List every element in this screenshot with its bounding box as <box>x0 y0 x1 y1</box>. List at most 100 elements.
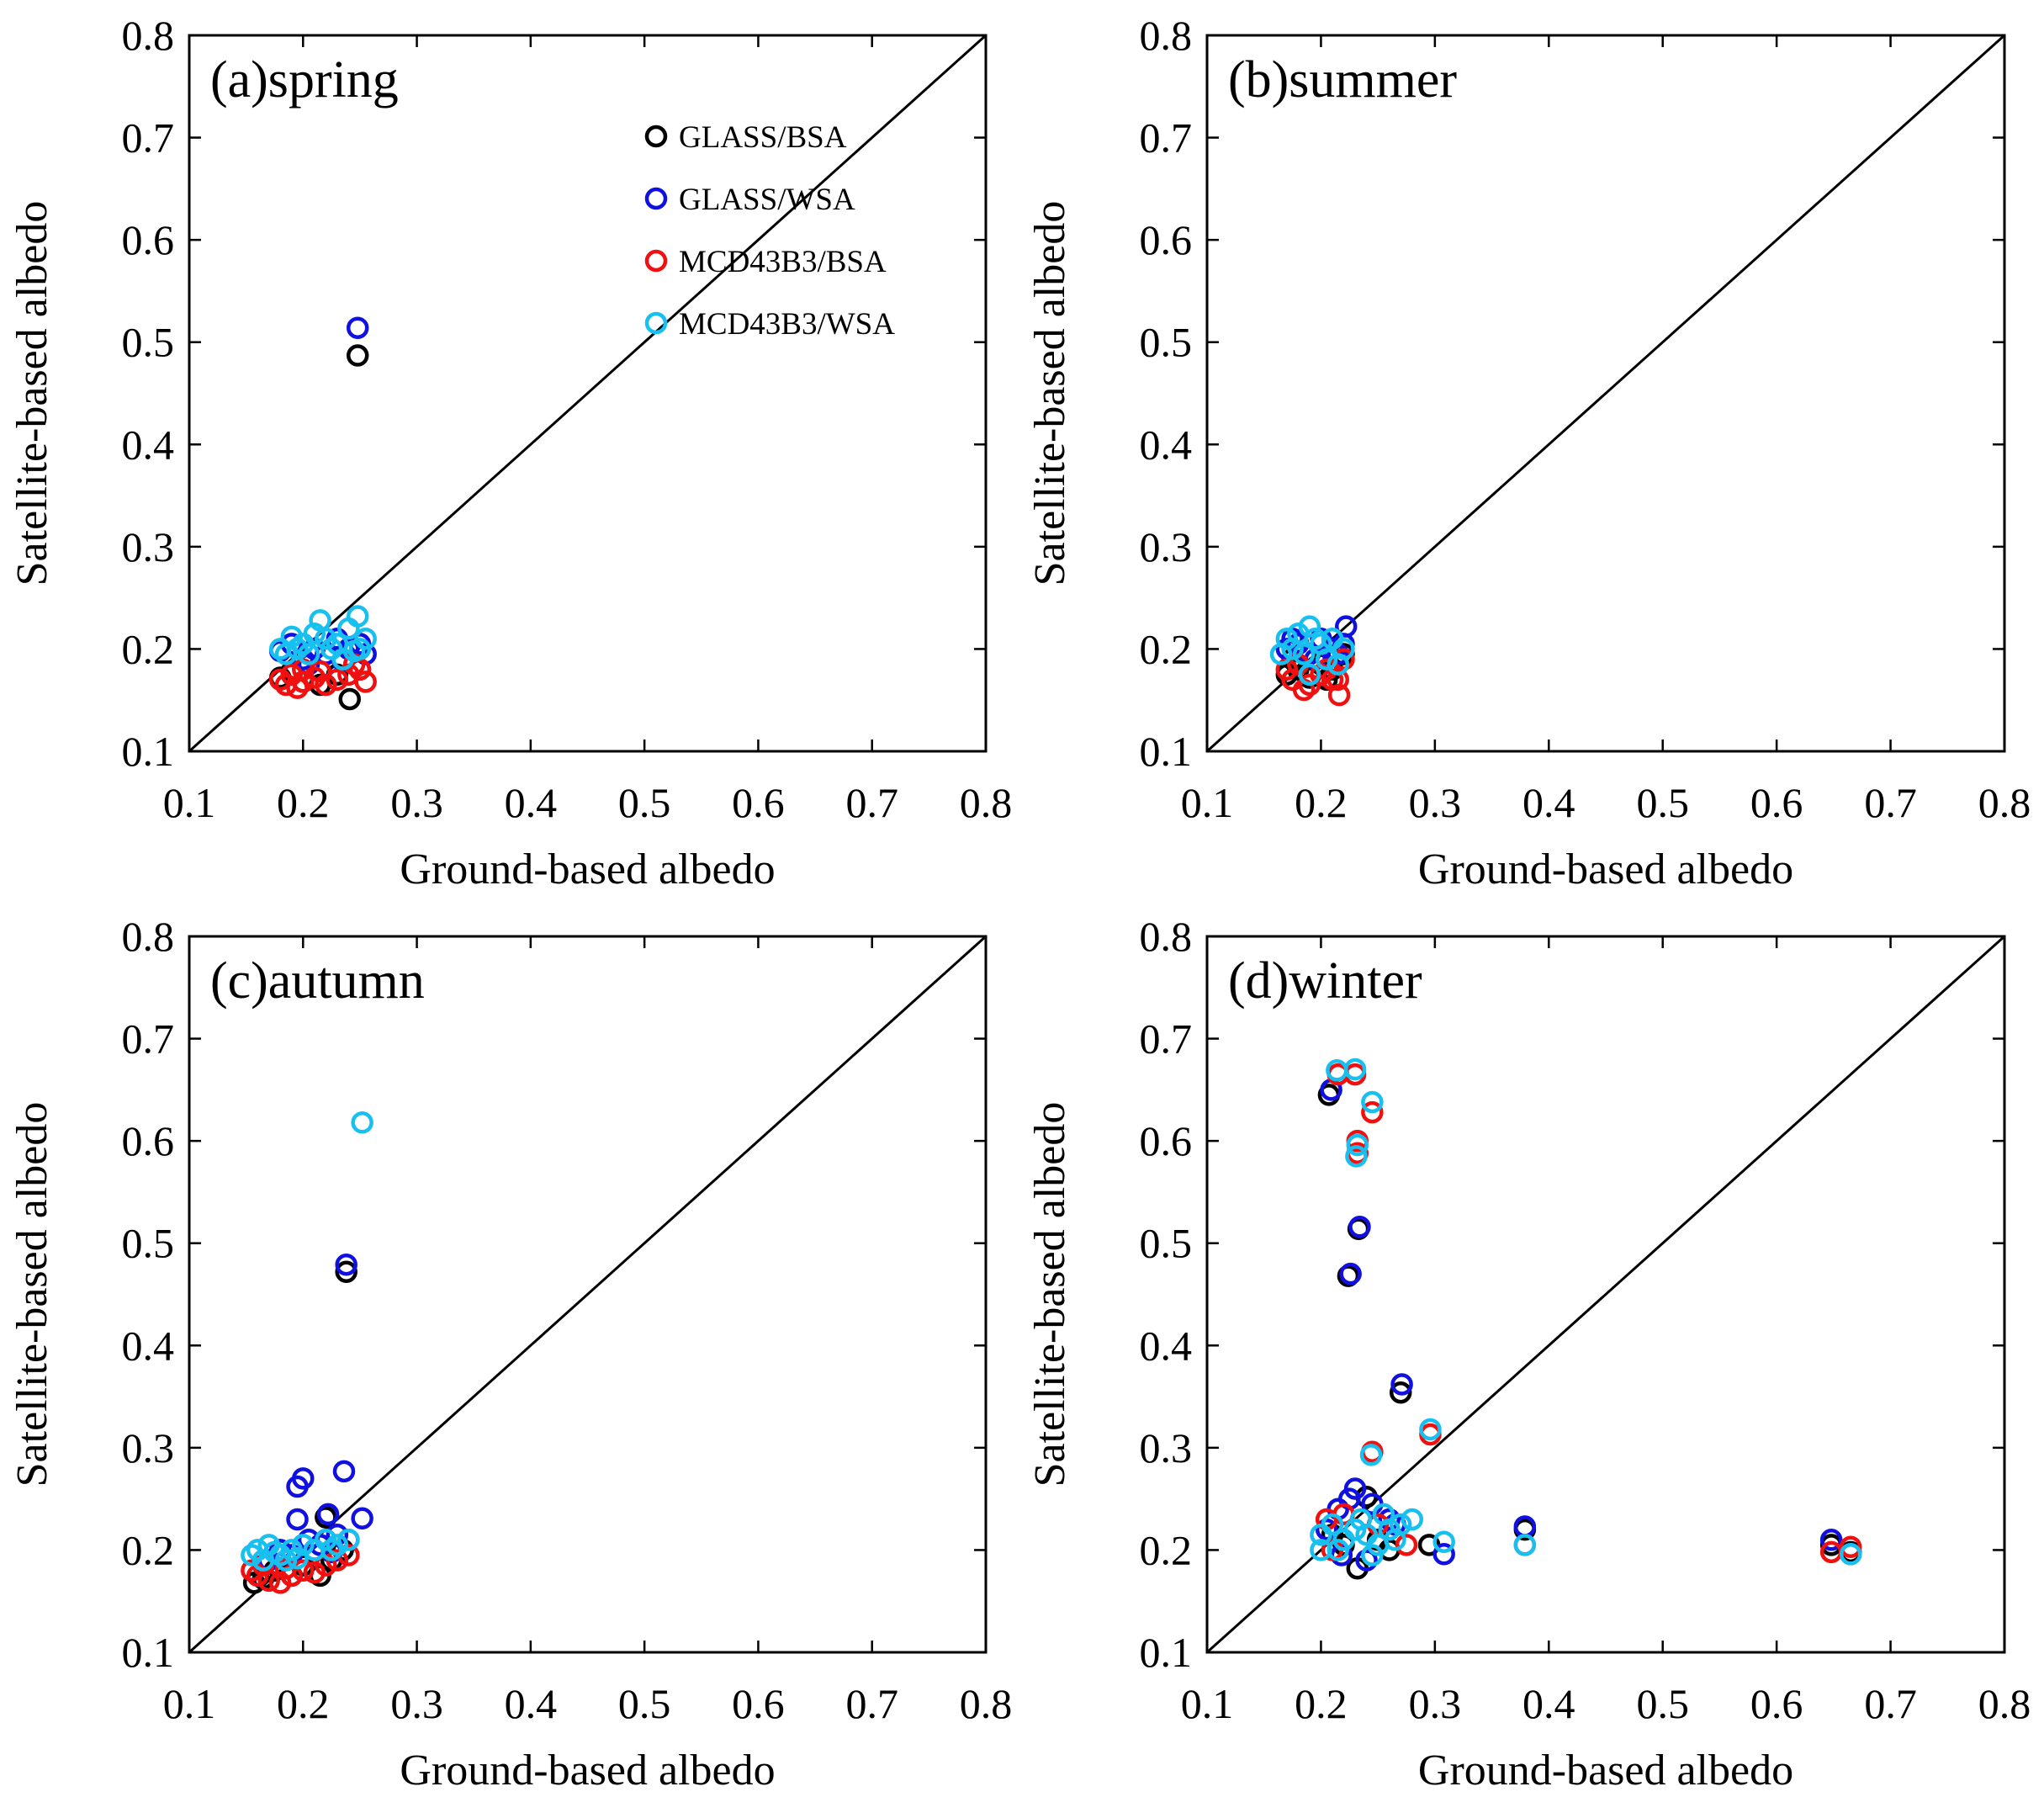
legend-marker <box>644 311 668 335</box>
panel-title: (c)autumn <box>210 952 425 1010</box>
data-point <box>338 687 362 711</box>
data-point <box>1348 1216 1371 1238</box>
y-tick-label: 0.5 <box>1140 319 1193 366</box>
data-point <box>1326 668 1349 692</box>
series-mcd43b3-wsa <box>268 605 377 671</box>
x-tick-label: 0.3 <box>390 779 443 826</box>
data-point <box>1321 1513 1344 1536</box>
x-tick-label: 0.6 <box>732 779 785 826</box>
x-tick-label: 0.5 <box>1636 1680 1689 1727</box>
data-point <box>1372 1503 1395 1526</box>
data-point <box>1310 1539 1332 1561</box>
data-point <box>346 344 369 367</box>
y-tick-label: 0.8 <box>1140 913 1193 960</box>
data-point <box>274 643 298 665</box>
data-point <box>1315 648 1338 671</box>
data-point <box>1432 1530 1455 1553</box>
x-tick-label: 0.2 <box>277 779 330 826</box>
series-mcd43b3-wsa <box>1269 615 1355 687</box>
x-tick-label: 0.2 <box>1295 779 1348 826</box>
y-tick-label: 0.7 <box>1140 1015 1193 1063</box>
y-tick-label: 0.4 <box>122 421 175 468</box>
legend-label: GLASS/BSA <box>679 120 847 155</box>
data-point <box>1361 1090 1384 1114</box>
x-axis-title: Ground-based albedo <box>400 846 775 893</box>
x-tick-label: 0.8 <box>1978 1680 2031 1727</box>
data-points <box>241 1111 373 1594</box>
y-tick-label: 0.6 <box>1140 216 1193 263</box>
data-point <box>1269 643 1293 665</box>
y-tick-label: 0.1 <box>1140 1629 1193 1676</box>
y-tick-label: 0.2 <box>1140 625 1193 672</box>
x-axis-title: Ground-based albedo <box>1418 846 1793 893</box>
data-point <box>1326 653 1349 676</box>
x-tick-label: 0.7 <box>845 779 898 826</box>
y-tick-label: 0.3 <box>1140 523 1193 570</box>
x-tick-label: 0.8 <box>960 1680 1013 1727</box>
data-point <box>332 1460 356 1483</box>
x-tick-label: 0.2 <box>1295 1680 1348 1727</box>
data-point <box>346 605 369 628</box>
panel-b: 0.10.1 0.2 0.2 0.3 0.3 0.4 0.4 0.5 0.5 0.6 0.6 0.7 0… <box>1026 12 2031 893</box>
data-point <box>241 1544 263 1566</box>
y-tick-label: 0.3 <box>122 523 175 570</box>
data-point <box>1349 1508 1373 1531</box>
data-point <box>292 1467 315 1490</box>
x-tick-label: 0.2 <box>277 1680 330 1727</box>
y-tick-label: 0.1 <box>1140 728 1193 775</box>
y-tick-label: 0.8 <box>122 12 175 59</box>
data-point <box>351 1111 373 1134</box>
x-tick-label: 0.7 <box>1864 1680 1917 1727</box>
series-mcd43b3-wsa <box>1310 1058 1862 1566</box>
y-tick-label: 0.6 <box>122 216 175 263</box>
data-point <box>1419 1418 1442 1441</box>
data-point <box>1345 1145 1368 1168</box>
panel-title: (a)spring <box>210 51 399 109</box>
legend-label: MCD43B3/BSA <box>679 245 887 279</box>
y-tick-label: 0.4 <box>1140 421 1193 468</box>
y-tick-label: 0.2 <box>122 1526 175 1573</box>
y-tick-label: 0.8 <box>122 913 175 960</box>
data-point <box>1384 1529 1406 1551</box>
data-point <box>315 673 337 697</box>
x-tick-label: 0.6 <box>1750 779 1803 826</box>
data-point <box>1304 628 1326 650</box>
data-point <box>1343 1058 1367 1081</box>
y-tick-label: 0.7 <box>122 1015 175 1063</box>
data-point <box>1361 1544 1384 1566</box>
y-tick-label: 0.7 <box>1140 114 1193 162</box>
x-tick-label: 0.5 <box>618 779 671 826</box>
y-axis-title: Satellite-based albedo <box>8 201 56 586</box>
data-point <box>274 1549 298 1572</box>
plot-frame <box>188 935 988 1654</box>
y-tick-label: 0.6 <box>1140 1117 1193 1164</box>
plot-frame <box>188 34 988 753</box>
data-points <box>1310 1058 1862 1580</box>
y-tick-label: 0.4 <box>1140 1322 1193 1369</box>
legend-marker <box>644 249 668 273</box>
x-tick-label: 0.6 <box>732 1680 785 1727</box>
y-tick-label: 0.2 <box>122 625 175 672</box>
data-point <box>1401 1508 1424 1531</box>
plot-frame <box>1205 935 2006 1654</box>
data-point <box>1378 1508 1401 1531</box>
data-point <box>335 1253 357 1276</box>
y-tick-label: 0.5 <box>1140 1220 1193 1267</box>
series-mcd43b3-bsa <box>268 653 377 699</box>
data-points <box>1269 615 1358 707</box>
y-tick-label: 0.8 <box>1140 12 1193 59</box>
y-tick-label: 0.5 <box>122 1220 175 1267</box>
x-tick-label: 0.1 <box>163 1680 216 1727</box>
panel-d: 0.10.1 0.2 0.2 0.3 0.3 0.4 0.4 0.5 0.5 0.6 0.6 0.7 0… <box>1026 913 2031 1794</box>
data-point <box>326 668 349 692</box>
data-point <box>1361 1100 1384 1124</box>
y-tick-label: 0.4 <box>122 1322 175 1369</box>
data-point <box>316 1503 340 1526</box>
data-point <box>354 671 377 693</box>
x-tick-label: 0.5 <box>618 1680 671 1727</box>
data-point <box>1292 643 1316 665</box>
data-points <box>268 316 377 711</box>
x-tick-label: 0.1 <box>163 779 216 826</box>
